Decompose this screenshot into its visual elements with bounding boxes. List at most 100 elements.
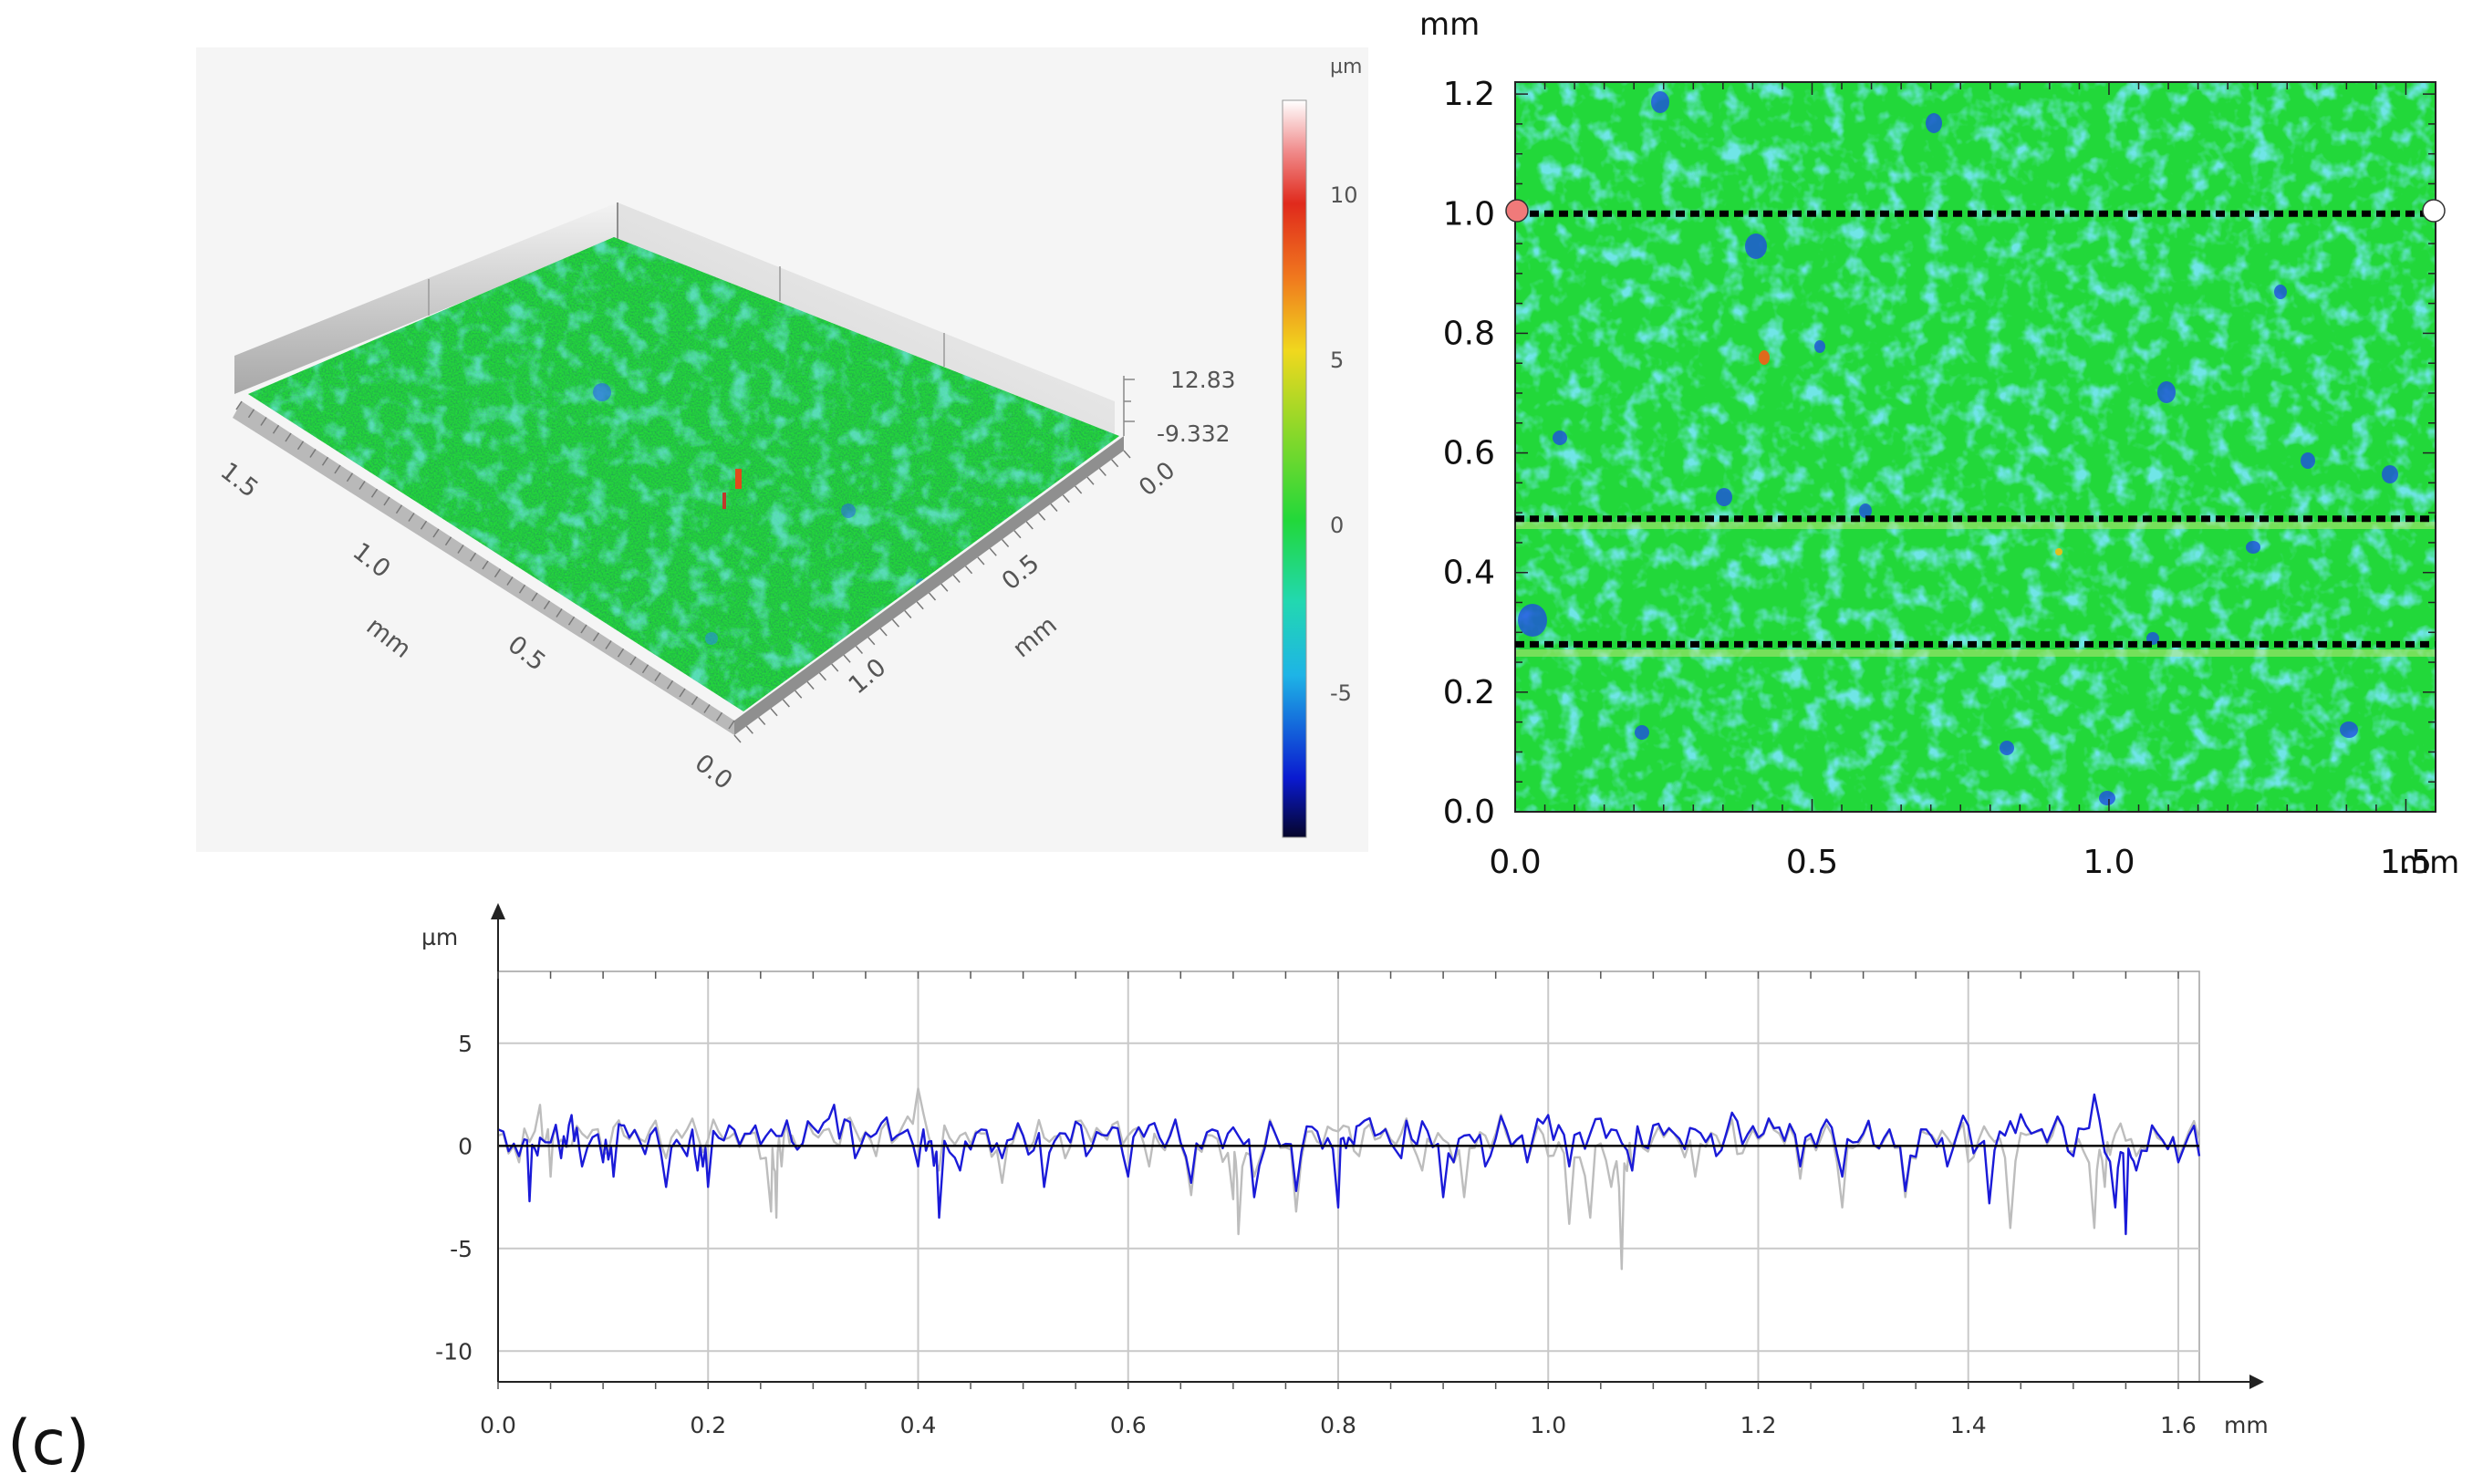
profile-x-tick-label: 1.2 (1740, 1412, 1777, 1438)
y3d-tick-mark (733, 734, 742, 743)
y3d-tick-mark (1001, 539, 1010, 547)
z-min-label: -9.332 (1157, 420, 1231, 447)
y3d-tick-mark (1075, 485, 1083, 494)
y3d-tick-mark (1062, 494, 1070, 503)
x3d-tick-mark (334, 464, 341, 474)
x3d-tick-mark (493, 568, 502, 578)
y3d-tick-mark (1086, 476, 1095, 485)
y3d-tick-mark (855, 646, 864, 654)
surface-peak (735, 469, 742, 489)
map-y-tick-label: 0.0 (1443, 794, 1495, 831)
profile-start-marker[interactable] (1505, 199, 1529, 223)
map-y-tick-label: 0.6 (1443, 435, 1495, 472)
back-wall-right (618, 202, 1115, 436)
y3d-tick-mark (928, 592, 937, 601)
profile-lines (1515, 210, 2436, 648)
x3d-tick-mark (247, 409, 255, 419)
x3d-tick-mark (531, 592, 538, 602)
x3d-tick-mark (432, 528, 440, 538)
x3d-tick-mark (556, 608, 563, 617)
colorbar-gradient (1282, 99, 1307, 838)
profile-x-tick-label: 0.8 (1320, 1412, 1356, 1438)
x3d-tick-mark (691, 696, 699, 706)
y3d-tick-mark (940, 583, 949, 592)
x3d-tick-mark (235, 400, 243, 410)
y3d-tick-mark (989, 547, 997, 556)
x3d-tick-mark (383, 496, 390, 506)
x3d-tick-mark (518, 584, 526, 594)
x3d-tick-mark (715, 711, 723, 721)
y3d-tick-mark (1038, 512, 1046, 521)
y3d-tick-mark (818, 672, 826, 681)
x3d-tick-mark (346, 472, 354, 483)
y3d-tick-mark (770, 708, 778, 717)
x3d-tick-mark (296, 441, 305, 451)
y3d-tick-mark (831, 663, 839, 672)
height-map-pits (1518, 91, 2398, 805)
x3d-tick-mark (395, 504, 403, 514)
x3d-tick-mark (482, 560, 489, 570)
colorbar-tick-0: 0 (1330, 513, 1344, 538)
x3d-tick-mark (654, 672, 661, 681)
y3d-tick-mark (1123, 450, 1131, 459)
x3d-tick-mark (260, 417, 267, 426)
profile-blue-line (497, 1093, 2201, 1236)
profile-x-tick-label: 1.0 (1530, 1412, 1566, 1438)
y3d-tick-mark (758, 717, 766, 725)
height-map-frame (1514, 81, 2436, 813)
profile-y-arrow (491, 903, 505, 919)
y3d-tick-mark (964, 566, 973, 575)
y3d-tick-mark (1025, 521, 1034, 530)
map-x-tick-label: 0.5 (1786, 844, 1838, 881)
profile-plot-panel: 5 0 -5 -10 0.0 0.2 0.4 0.6 0.8 1.0 1.2 1.4 1.6 µm m… (421, 903, 2269, 1438)
y3d-tick-mark (782, 699, 790, 708)
profile-x-arrow (2249, 1375, 2264, 1389)
map-y-tick-label: 1.2 (1443, 76, 1495, 113)
x3d-tick-mark (408, 513, 415, 522)
y3d-tick-mark (1098, 468, 1106, 476)
y3d-tick-mark (977, 556, 985, 566)
map-y-tick-label: 0.4 (1443, 555, 1495, 592)
profile-axes (491, 903, 2264, 1389)
y3d-tick-mark (891, 618, 900, 628)
x3d-tick-mark (370, 488, 379, 498)
x3d-tick-mark (469, 552, 477, 562)
profile-x-tick-label: 0.4 (900, 1412, 937, 1438)
map-y-tick-label: 0.2 (1443, 674, 1495, 711)
x3d-tick-mark (543, 600, 551, 610)
panel-label: (c) (7, 1407, 89, 1479)
profile-x-tick-label: 0.2 (690, 1412, 726, 1438)
x3d-tick-mark (679, 688, 686, 698)
profile-end-marker[interactable] (2422, 199, 2446, 223)
x3d-tick-mark (617, 648, 625, 658)
profile-x-tick-label: 0.6 (1110, 1412, 1147, 1438)
x3d-tick-mark (641, 664, 649, 674)
colorbar-unit: µm (1330, 56, 1362, 78)
y3d-tick-mark (952, 575, 961, 583)
x3d-tick-mark (567, 616, 576, 626)
profile-gray-line (497, 1087, 2201, 1271)
map-y-tick-label: 1.0 (1443, 195, 1495, 233)
y3d-tick-mark (795, 690, 803, 699)
profile-y-tick-label: 0 (458, 1133, 473, 1159)
y3d-tick-mark (1111, 459, 1119, 468)
height-map-peak (1759, 350, 1770, 365)
z-max-label: 12.83 (1170, 367, 1236, 393)
profile-plot-area (497, 970, 2200, 1383)
y3d-tick-mark (879, 628, 888, 637)
colorbar-tick-10: 10 (1330, 182, 1358, 208)
back-wall-left (234, 202, 618, 394)
profile-x-tick-label: 0.0 (480, 1412, 516, 1438)
x3d-tick-mark (272, 424, 280, 434)
x3d-tick-mark (580, 624, 587, 634)
x3d-tick-mark (605, 640, 612, 649)
y3d-tick-mark (904, 610, 912, 618)
x3d-tick-mark (285, 432, 292, 442)
colorbar: µm 10 5 0 -5 (1282, 56, 1362, 838)
map-x-tick-label: 1.0 (2083, 844, 2135, 881)
x3d-tick-mark (703, 704, 711, 713)
profile-x-unit: mm (2224, 1412, 2269, 1438)
front-wall-right (734, 436, 1124, 735)
colorbar-tick-5: 5 (1330, 348, 1344, 373)
